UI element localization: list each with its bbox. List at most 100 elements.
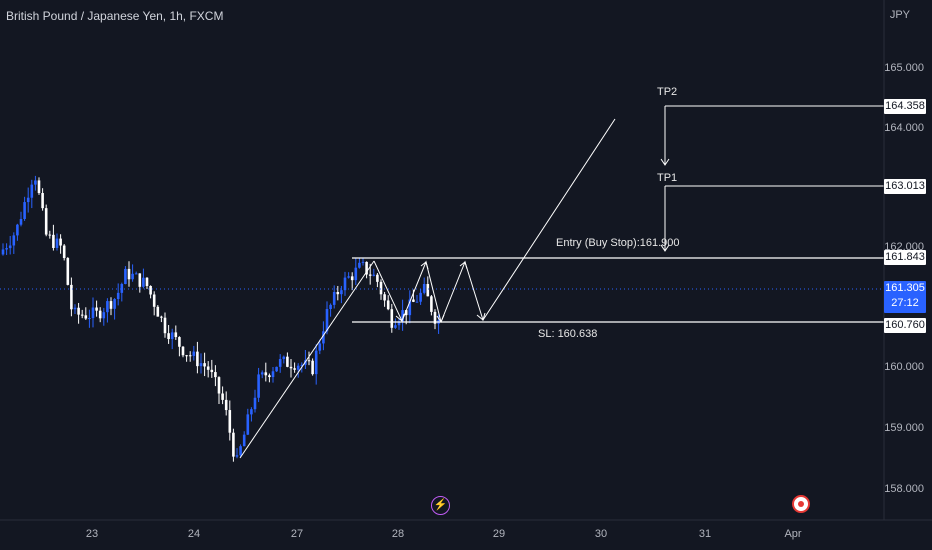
candle-body (282, 356, 286, 360)
candle-body (239, 446, 242, 456)
candle-body (217, 377, 221, 394)
x-tick-31: 31 (698, 528, 712, 540)
candle-body (257, 374, 260, 398)
x-tick-29: 29 (492, 528, 506, 540)
entry-label: Entry (Buy Stop):161.900 (556, 237, 680, 249)
candle-body (397, 321, 401, 326)
y-tick-165: 165.000 (884, 62, 924, 74)
candle-body (394, 325, 397, 328)
x-tick-23: 23 (85, 528, 99, 540)
candle-body (368, 274, 372, 276)
candle-body (41, 193, 44, 209)
tp2-price-tag: 164.358 (884, 99, 926, 114)
candle-body (26, 197, 30, 203)
candle-body (415, 301, 419, 303)
candle-body (170, 332, 174, 340)
candle-body (8, 245, 12, 249)
candle-body (19, 218, 23, 225)
tp1-price-tag: 163.013 (884, 179, 926, 194)
candle-body (390, 309, 394, 328)
x-tick-apr: Apr (784, 528, 802, 540)
candle-body (73, 307, 77, 310)
candle-body (383, 294, 386, 301)
candle-body (408, 299, 412, 316)
candle-body (124, 268, 127, 285)
candle-body (91, 307, 95, 319)
candle-body (77, 307, 80, 315)
candle-body (314, 350, 318, 375)
candle-body (365, 261, 368, 275)
candle-body (379, 281, 383, 295)
stop-price-tag: 160.760 (884, 318, 926, 333)
candle-body (293, 368, 296, 370)
candle-body (296, 365, 300, 370)
candle-body (271, 371, 275, 378)
candle-body (260, 372, 264, 375)
candle-body (70, 284, 73, 310)
projection-path (440, 118, 616, 323)
entry-price-tag: 161.843 (884, 250, 926, 265)
candle-body (66, 258, 70, 285)
candle-body (264, 372, 268, 376)
candle-body (286, 356, 289, 367)
candle-body (311, 360, 314, 375)
candle-body (386, 300, 390, 310)
x-tick-28: 28 (391, 528, 405, 540)
x-tick-24: 24 (187, 528, 201, 540)
candle-body (145, 277, 149, 286)
y-tick-159: 159.000 (884, 422, 924, 434)
symbol-title[interactable]: British Pound / Japanese Yen, 1h, FXCM (6, 9, 224, 23)
candle-body (167, 333, 170, 340)
candle-body (426, 283, 430, 297)
candle-body (430, 296, 433, 312)
zigzag-path-1 (373, 260, 442, 323)
candle-body (199, 363, 203, 367)
candle-body (300, 364, 304, 366)
candle-body (242, 434, 246, 447)
drawings-group (0, 0, 932, 521)
candle-body (134, 273, 138, 275)
candles-group (1, 175, 440, 462)
zigzag-arrow-5 (476, 312, 486, 321)
bolt-icon[interactable]: ⚡ (431, 496, 450, 515)
candle-body (372, 274, 376, 276)
candle-body (203, 363, 206, 367)
candle-body (113, 299, 116, 309)
candle-body (16, 224, 19, 236)
candle-body (278, 359, 282, 367)
candle-body (322, 331, 325, 344)
candle-body (332, 291, 336, 305)
candle-body (12, 235, 16, 246)
candle-body (48, 234, 52, 236)
bar-countdown: 27:12 (891, 297, 919, 309)
candle-body (181, 346, 185, 356)
candle-body (149, 285, 152, 295)
candle-body (433, 311, 437, 324)
candle-body (142, 277, 145, 287)
candle-body (307, 360, 311, 362)
candle-body (5, 248, 8, 250)
current-price-value: 161.305 (885, 282, 925, 294)
candle-body (174, 332, 178, 338)
candle-body (340, 290, 343, 295)
sl-label: SL: 160.638 (538, 328, 598, 340)
candle-body (95, 307, 98, 311)
candle-body (275, 366, 278, 372)
zigzag-arrow-2 (420, 261, 429, 270)
tp1-arrow-head (660, 244, 670, 252)
candle-body (138, 273, 142, 287)
candle-body (289, 366, 293, 369)
candle-body (1, 249, 5, 255)
candle-body (98, 310, 102, 319)
economic-event-icon[interactable] (792, 495, 810, 513)
candle-body (62, 245, 66, 259)
candle-body (401, 310, 404, 322)
candle-body (206, 366, 210, 370)
candle-body (347, 276, 350, 278)
candle-body (102, 312, 106, 319)
candle-body (228, 410, 232, 433)
trend-line (239, 260, 375, 459)
candle-body (152, 294, 156, 307)
candle-body (160, 316, 163, 318)
